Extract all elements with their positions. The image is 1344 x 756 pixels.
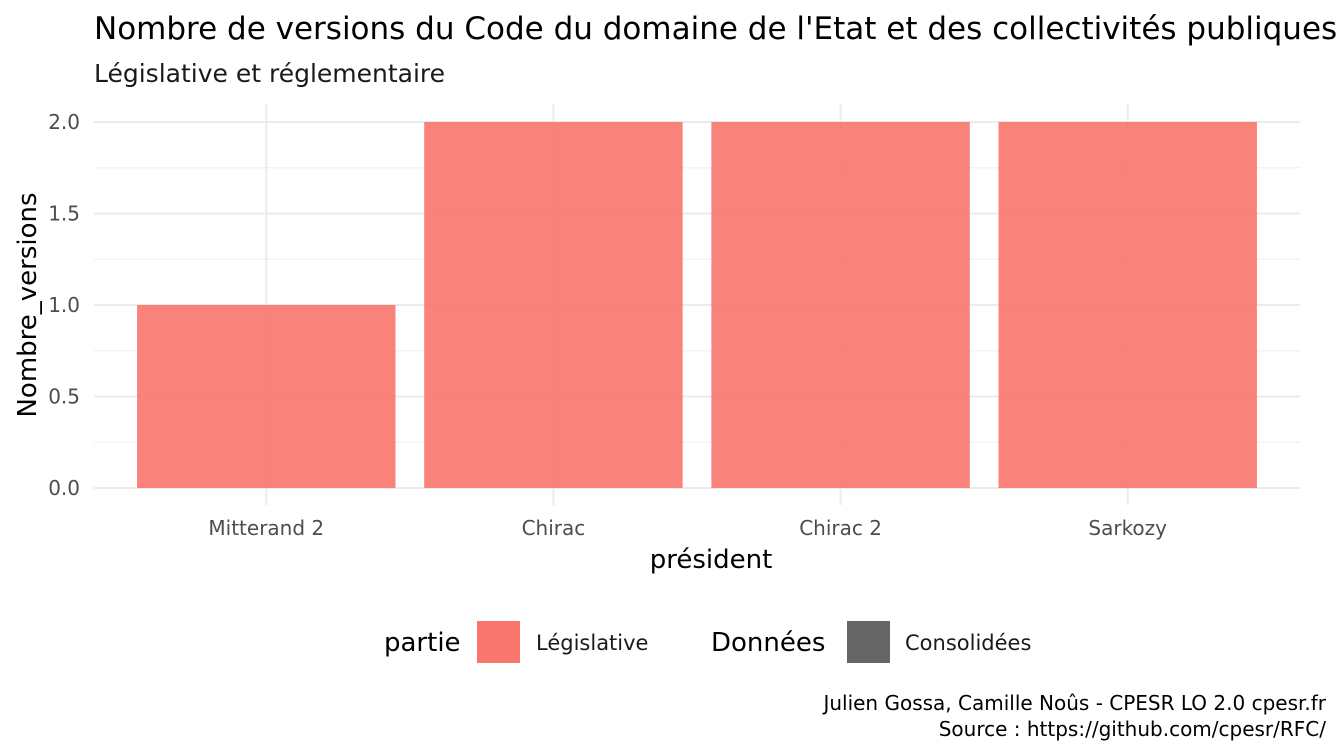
x-tick-label: Chirac 2 [799, 516, 882, 540]
x-tick-label: Mitterand 2 [208, 516, 324, 540]
bar-sarkozy [998, 122, 1257, 488]
legend-label-legislative: Législative [536, 631, 648, 655]
legend-key-legislative [477, 621, 520, 663]
y-tick-label: 2.0 [48, 110, 80, 134]
chart-subtitle: Législative et réglementaire [94, 59, 445, 88]
bar-chirac [424, 122, 683, 488]
y-tick-label: 1.0 [48, 293, 80, 317]
bar-chirac-2 [711, 122, 970, 488]
legend-label-consolidees: Consolidées [905, 631, 1031, 655]
x-tick-label: Sarkozy [1088, 516, 1167, 540]
x-tick-labels: Mitterand 2 Chirac Chirac 2 Sarkozy [208, 516, 1167, 540]
y-tick-label: 0.5 [48, 385, 80, 409]
bars-group [137, 122, 1257, 488]
legend-title-partie: partie [384, 628, 461, 658]
x-axis-title: président [650, 545, 773, 575]
legend-key-consolidees [847, 621, 890, 663]
caption-source: Source : https://github.com/cpesr/RFC/ [939, 717, 1327, 741]
legend: partie Législative Données Consolidées [384, 621, 1031, 663]
bar-mitterand-2 [137, 305, 396, 488]
chart-title: Nombre de versions du Code du domaine de… [94, 11, 1337, 47]
caption-authors: Julien Gossa, Camille Noûs - CPESR LO 2.… [821, 691, 1326, 715]
y-tick-label: 1.5 [48, 202, 80, 226]
legend-title-donnees: Données [711, 628, 825, 658]
y-tick-labels: 0.0 0.5 1.0 1.5 2.0 [48, 110, 80, 500]
x-tick-label: Chirac [522, 516, 586, 540]
y-tick-label: 0.0 [48, 476, 80, 500]
y-axis-title: Nombre_versions [13, 192, 43, 417]
